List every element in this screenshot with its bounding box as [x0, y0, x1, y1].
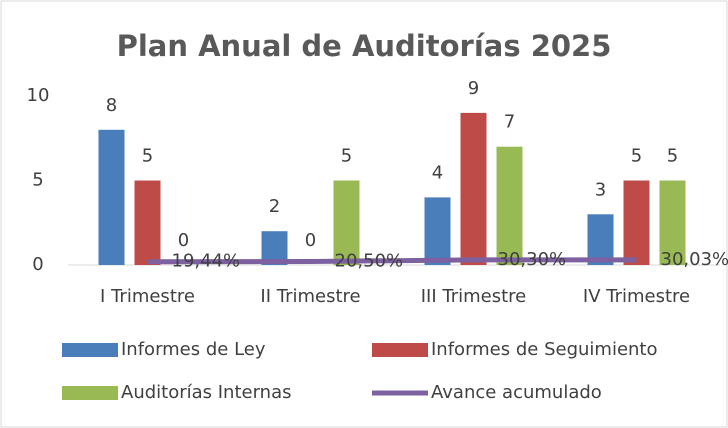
bar [659, 180, 686, 265]
y-tick-label: 10 [27, 85, 50, 106]
bar-value-label: 3 [595, 179, 606, 200]
bar [134, 180, 161, 265]
x-tick-label: II Trimestre [260, 286, 360, 307]
line-value-label: 20,50% [335, 251, 404, 272]
chart-title: Plan Anual de Auditorías 2025 [117, 29, 612, 63]
bar-value-label: 5 [631, 146, 642, 167]
bar [424, 197, 451, 265]
bar-value-label: 5 [142, 146, 153, 167]
legend-label: Informes de Seguimiento [431, 339, 658, 360]
bar-value-label: 7 [504, 112, 515, 133]
line-value-label: 19,44% [172, 251, 241, 272]
y-tick-label: 0 [32, 254, 43, 275]
bar [98, 129, 125, 265]
line-series [147, 257, 637, 265]
bar [496, 146, 523, 265]
bar-value-label: 4 [432, 162, 443, 183]
bar-value-label: 0 [305, 230, 316, 251]
legend-swatch [372, 343, 428, 357]
legend-label: Informes de Ley [121, 339, 266, 360]
bar-value-label: 5 [667, 146, 678, 167]
legend-swatch [62, 343, 118, 357]
line-value-label: 30,03% [661, 249, 728, 270]
bar [333, 180, 360, 265]
legend-swatch [62, 386, 118, 400]
bar-value-label: 2 [269, 196, 280, 217]
x-tick-label: IV Trimestre [583, 286, 690, 307]
bar-value-label: 0 [178, 230, 189, 251]
x-tick-label: III Trimestre [421, 286, 527, 307]
bar-value-label: 8 [106, 95, 117, 116]
y-tick-label: 5 [32, 170, 43, 191]
bar-value-label: 5 [341, 146, 352, 167]
bar-value-label: 9 [468, 78, 479, 99]
bar [587, 214, 614, 265]
line-value-label: 30,30% [498, 249, 567, 270]
legend-label: Avance acumulado [431, 382, 602, 403]
legend-label: Auditorías Internas [121, 382, 292, 403]
bar [460, 112, 487, 266]
bar [623, 180, 650, 265]
x-tick-label: I Trimestre [100, 286, 195, 307]
